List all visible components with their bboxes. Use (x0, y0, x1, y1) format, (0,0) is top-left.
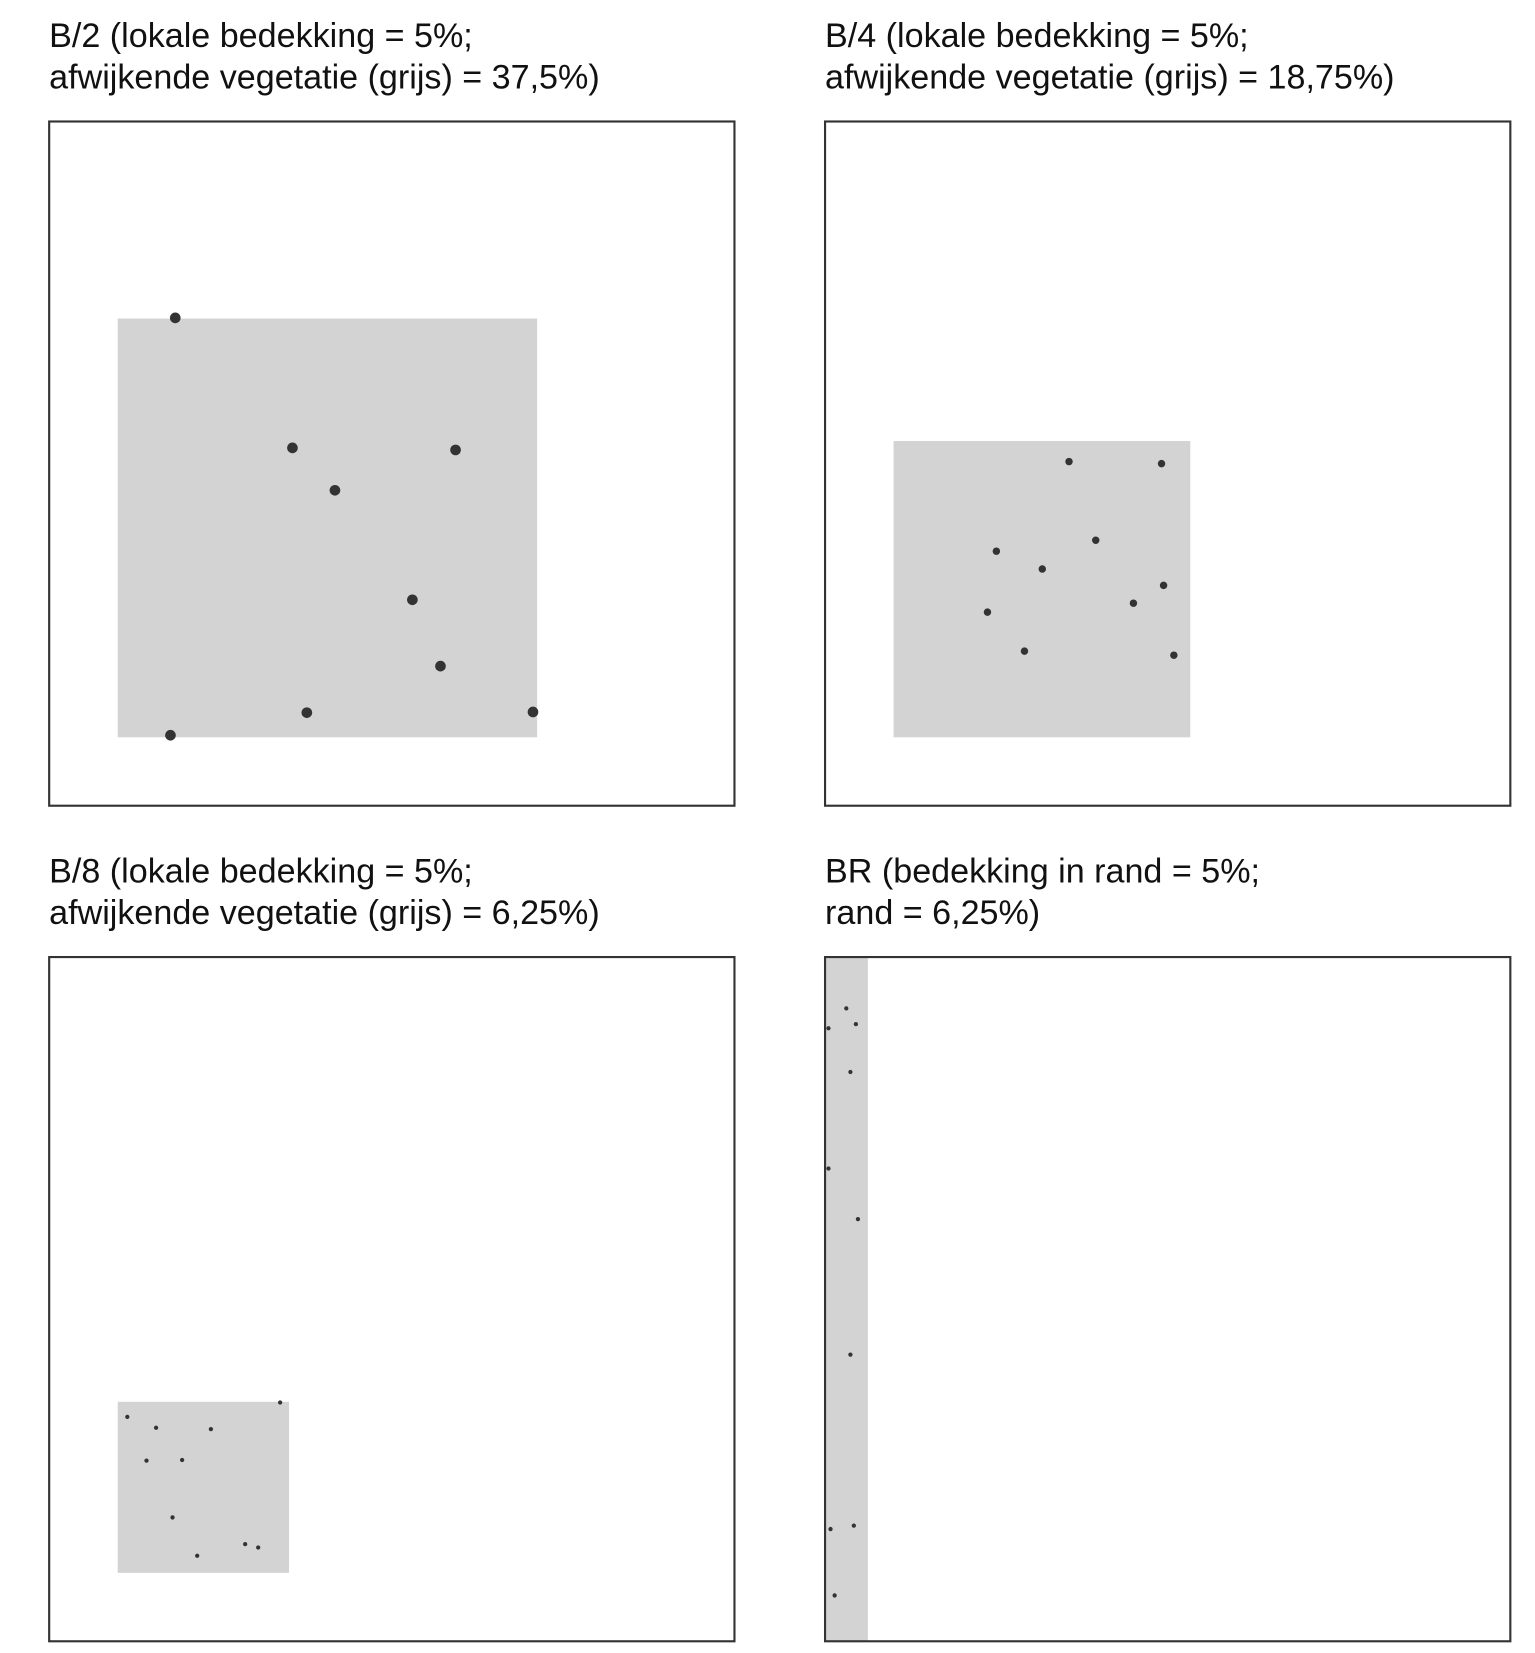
point (1157, 459, 1166, 468)
point (144, 1458, 149, 1463)
point (287, 442, 298, 454)
point (243, 1541, 248, 1547)
point (195, 1553, 200, 1558)
point (435, 660, 446, 672)
panel-title: B/2 (lokale bedekking = 5%; (49, 17, 473, 55)
panel-title: B/4 (lokale bedekking = 5%; (825, 17, 1249, 55)
point (179, 1457, 185, 1463)
point (848, 1352, 853, 1357)
shaded-region (117, 1401, 290, 1573)
panel-title: BR (bedekking in rand = 5%; (825, 852, 1260, 890)
panel-frame (823, 955, 1512, 1643)
point (527, 706, 539, 718)
panel-frame (48, 955, 736, 1643)
point (1065, 457, 1073, 466)
point (450, 444, 461, 456)
point (826, 1166, 831, 1171)
point (301, 707, 313, 718)
point (1020, 647, 1029, 655)
shaded-region (893, 441, 1191, 738)
panel-title: afwijkende vegetatie (grijs) = 18,75%) (825, 58, 1394, 96)
point (1038, 565, 1047, 573)
point (208, 1427, 214, 1432)
point (851, 1523, 856, 1528)
point (992, 547, 1001, 555)
panel-frame (823, 120, 1512, 807)
shaded-region (117, 318, 538, 738)
point (828, 1526, 833, 1532)
panel-title: rand = 6,25%) (825, 894, 1040, 932)
point (170, 1515, 175, 1520)
point (256, 1545, 261, 1550)
point (1170, 651, 1178, 659)
point (848, 1069, 853, 1075)
panel-frame (48, 120, 736, 807)
point (1129, 599, 1138, 607)
point (169, 312, 181, 324)
panel-title: afwijkende vegetatie (grijs) = 6,25%) (49, 894, 600, 932)
point (153, 1425, 159, 1430)
point (832, 1593, 837, 1598)
panel-title: B/8 (lokale bedekking = 5%; (49, 852, 473, 890)
panel-title: afwijkende vegetatie (grijs) = 37,5%) (49, 58, 600, 96)
shaded-region (825, 957, 868, 1642)
point (165, 729, 176, 741)
point (983, 608, 992, 616)
point (329, 484, 341, 496)
point (855, 1216, 861, 1222)
point (1092, 536, 1100, 544)
point (1159, 581, 1168, 590)
point (125, 1414, 130, 1419)
point (826, 1026, 831, 1031)
point (407, 594, 418, 606)
point (844, 1006, 849, 1011)
point (853, 1021, 859, 1027)
point (277, 1400, 283, 1405)
